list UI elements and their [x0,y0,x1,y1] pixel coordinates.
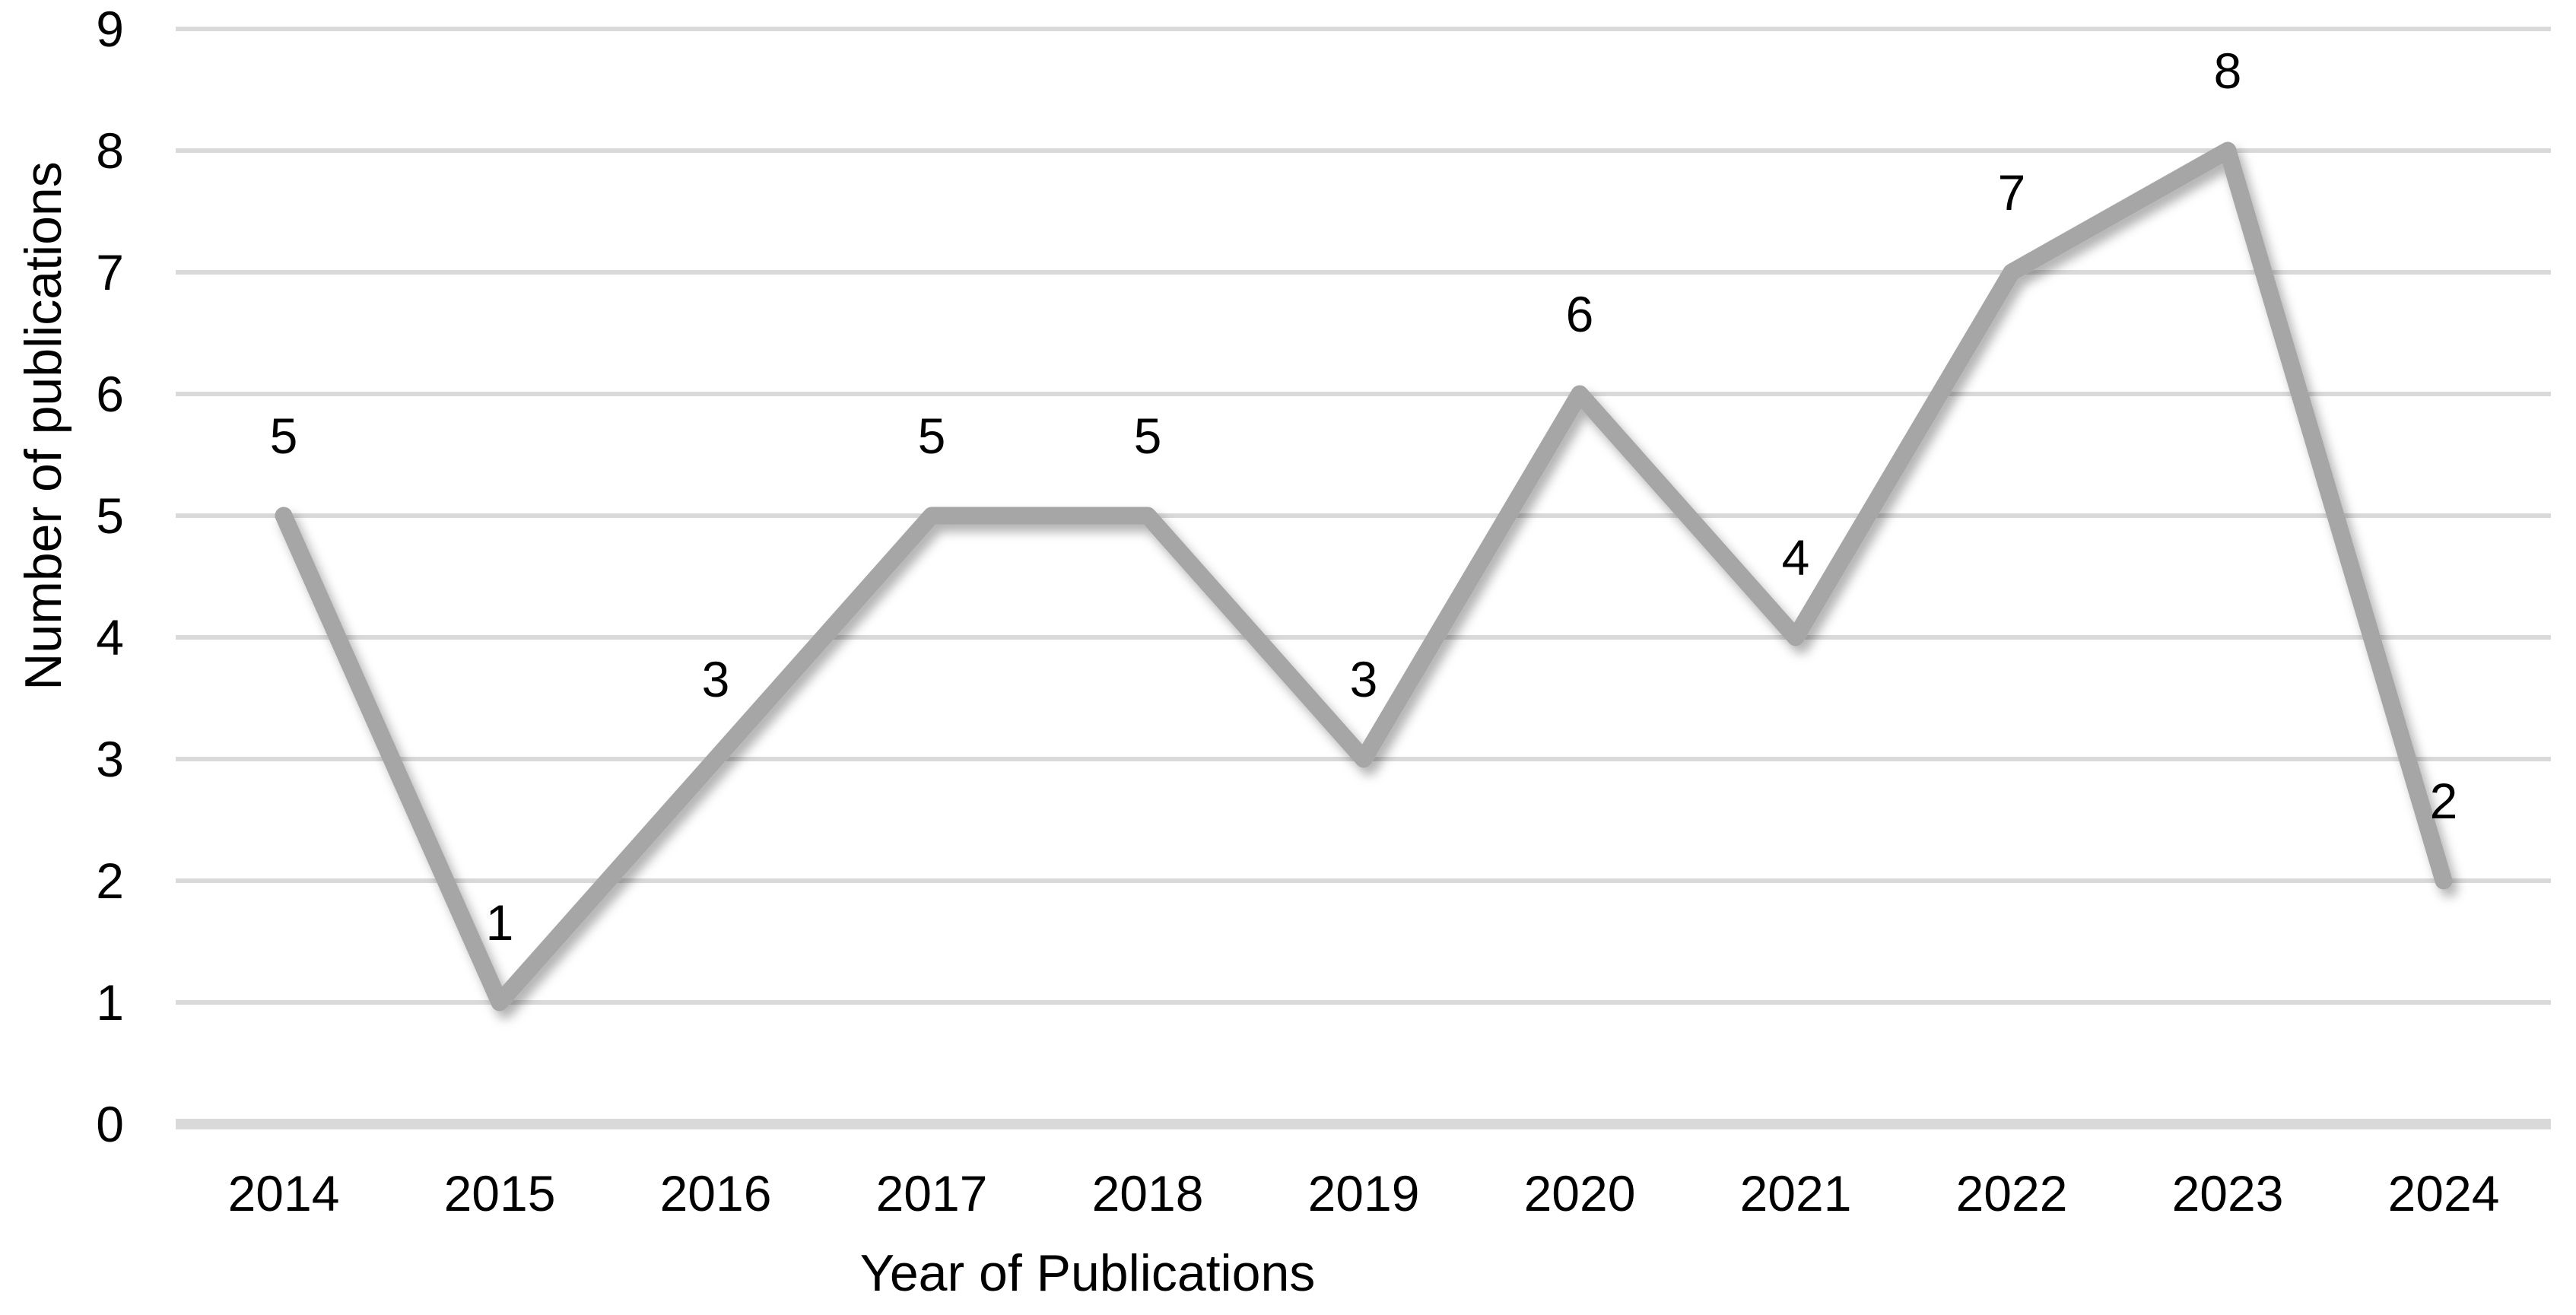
data-point-label: 5 [918,408,946,464]
y-tick-label: 0 [96,1096,124,1152]
x-tick-label: 2017 [876,1165,988,1221]
y-tick-label: 4 [96,609,124,665]
data-point-label: 3 [702,651,730,707]
x-tick-label: 2021 [1740,1165,1852,1221]
data-point-label: 1 [486,894,514,951]
x-tick-label: 2022 [1956,1165,2068,1221]
x-tick-label: 2016 [660,1165,772,1221]
data-point-label: 6 [1566,286,1594,342]
data-point-labels: 5 1 3 5 5 3 6 4 7 8 2 [270,43,2458,951]
y-tick-label: 8 [96,122,124,179]
x-axis-tick-labels: 2014 2015 2016 2017 2018 2019 2020 2021 2022 2023… [228,1165,2500,1221]
data-point-label: 8 [2214,43,2242,99]
data-point-label: 5 [1134,408,1162,464]
y-tick-label: 9 [96,1,124,57]
y-tick-label: 6 [96,366,124,422]
data-point-label: 3 [1350,651,1378,707]
series-line [275,141,2453,1012]
x-tick-label: 2015 [444,1165,556,1221]
y-tick-label: 1 [96,974,124,1031]
y-axis-tick-labels: 0 1 2 3 4 5 6 7 8 9 [96,1,124,1152]
data-point-label: 4 [1782,529,1810,586]
data-point-label: 5 [270,408,298,464]
y-tick-label: 7 [96,244,124,300]
y-tick-label: 5 [96,488,124,544]
x-tick-label: 2014 [228,1165,340,1221]
gridlines [176,27,2551,1129]
x-tick-label: 2024 [2388,1165,2500,1221]
data-point-label: 7 [1998,164,2026,221]
y-tick-label: 3 [96,731,124,787]
x-tick-label: 2023 [2172,1165,2284,1221]
x-tick-label: 2020 [1524,1165,1636,1221]
x-tick-label: 2018 [1092,1165,1204,1221]
y-tick-label: 2 [96,853,124,909]
y-axis-title: Number of publications [14,161,72,690]
x-axis-title: Year of Publications [860,1244,1316,1302]
data-point-label: 2 [2430,773,2458,829]
x-tick-label: 2019 [1308,1165,1420,1221]
data-series [275,141,2453,1012]
